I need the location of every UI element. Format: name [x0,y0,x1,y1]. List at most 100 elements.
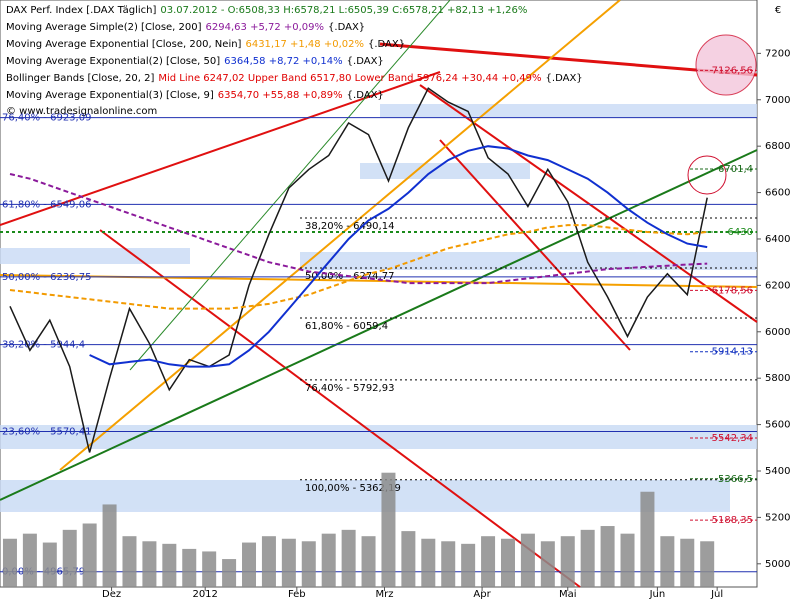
legend-source: {.DAX} [347,90,384,101]
band [380,104,757,118]
x-tick-label: Feb [288,589,306,600]
volume-bar [640,491,655,587]
volume-bar [321,533,336,587]
legend-source: {.DAX} [347,56,384,67]
volume-bar [580,529,595,587]
band [0,480,730,512]
volume-bar [540,541,555,587]
volume-bar [600,526,615,587]
trend-line [439,139,631,351]
x-tick-label: Apr [473,589,491,600]
volume-bar [520,533,535,587]
level-label: 5366,5 [718,474,753,485]
legend-entry: Moving Average Exponential(2) [Close, 50… [6,56,384,67]
fib-label: 38,20% - 5944,4 [2,340,85,351]
y-tick-label: 6600 [765,188,790,199]
series-line [9,87,708,453]
fib-label: 76,40% - 5792,93 [305,383,394,394]
volume-bar [461,543,476,587]
y-tick-label: 5000 [765,559,790,570]
volume-bar [261,536,276,587]
x-tick-label: Jul [710,589,723,600]
y-tick-label: 5800 [765,373,790,384]
y-tick-label: 6800 [765,141,790,152]
volume-bar [202,551,217,587]
volume-bar [62,529,77,587]
legend-name: Moving Average Exponential(3) [Close, 9] [6,90,214,101]
y-tick-label: 5200 [765,512,790,523]
volume-bar [441,541,456,587]
y-unit: € [775,5,781,16]
volume-bar [700,541,715,587]
volume-bar [162,543,177,587]
volume-bar [500,538,515,587]
x-tick-label: Mrz [375,589,393,600]
volume-bar [381,472,396,587]
band [360,163,530,179]
x-tick-label: Dez [102,589,121,600]
legend-entry: Moving Average Exponential [Close, 200, … [6,39,405,50]
volume-bar [620,533,635,587]
trend-line [129,0,451,371]
volume-bar [242,542,257,587]
legend-name: DAX Perf. Index [.DAX Täglich] [6,5,156,16]
series-line [9,224,708,310]
legend-source: {.DAX} [546,73,583,84]
fib-label: 50,00% - 6236,75 [2,272,91,283]
legend-entry: Bollinger Bands [Close, 20, 2] Mid Line 6… [6,73,583,84]
y-tick-label: 6200 [765,280,790,291]
x-tick-label: Mai [559,589,577,600]
legend-source: {.DAX} [328,22,365,33]
band [0,248,190,264]
level-label: 5188,35 [712,515,753,526]
fib-label: 76,40% - 6923,09 [2,113,91,124]
level-label: 5542,34 [712,433,753,444]
legend-value: 6294,63 +5,72 +0,09% [206,22,325,33]
y-tick-label: 6400 [765,234,790,245]
legend-name: Bollinger Bands [Close, 20, 2] [6,73,154,84]
band [300,252,757,270]
volume-bar [401,531,416,587]
fib-label: 61,80% - 6059,4 [305,321,388,332]
volume-bar [680,538,695,587]
volume-bar [142,541,157,587]
marker-circle [695,34,757,96]
legend-value: 6364,58 +8,72 +0,14% [224,56,343,67]
fib-label: 38,20% - 6490,14 [305,221,394,232]
legend-value: 03.07.2012 - O:6508,33 H:6578,21 L:6505,… [160,5,527,16]
fib-label: 100,00% - 5362,19 [305,483,401,494]
volume-bar [361,536,376,587]
volume-bar [560,536,575,587]
trend-line [0,149,758,501]
website: © www.tradesignalonline.com [6,106,157,117]
x-tick-label: Jun [649,589,666,600]
volume-bar [102,504,117,587]
x-tick-label: 2012 [192,589,217,600]
volume-bar [421,538,436,587]
trend-line [419,84,758,323]
volume-bar [281,538,296,587]
level-label: 7126,56 [712,65,753,76]
volume-bar [222,559,237,587]
volume-bar [42,542,57,587]
legend-entry: Moving Average Exponential(3) [Close, 9]… [6,90,384,101]
legend-name: Moving Average Exponential(2) [Close, 50… [6,56,220,67]
fib-label: 23,60% - 5570,41 [2,426,91,437]
volume-bar [2,538,17,587]
level-label: 6701,4 [718,164,753,175]
legend-entry: DAX Perf. Index [.DAX Täglich] 03.07.2012… [6,5,527,16]
y-tick-label: 7200 [765,48,790,59]
level-label: 6430 [728,227,753,238]
volume-bar [481,536,496,587]
volume-bar [182,548,197,587]
legend-value: 6431,17 +1,48 +0,02% [245,39,364,50]
y-tick-label: 6000 [765,327,790,338]
volume-bar [82,523,97,587]
y-tick-label: 5400 [765,466,790,477]
legend-source: {.DAX} [368,39,405,50]
y-tick-label: 5600 [765,420,790,431]
trend-line [379,42,758,77]
legend-entry: Moving Average Simple(2) [Close, 200] 629… [6,22,365,33]
